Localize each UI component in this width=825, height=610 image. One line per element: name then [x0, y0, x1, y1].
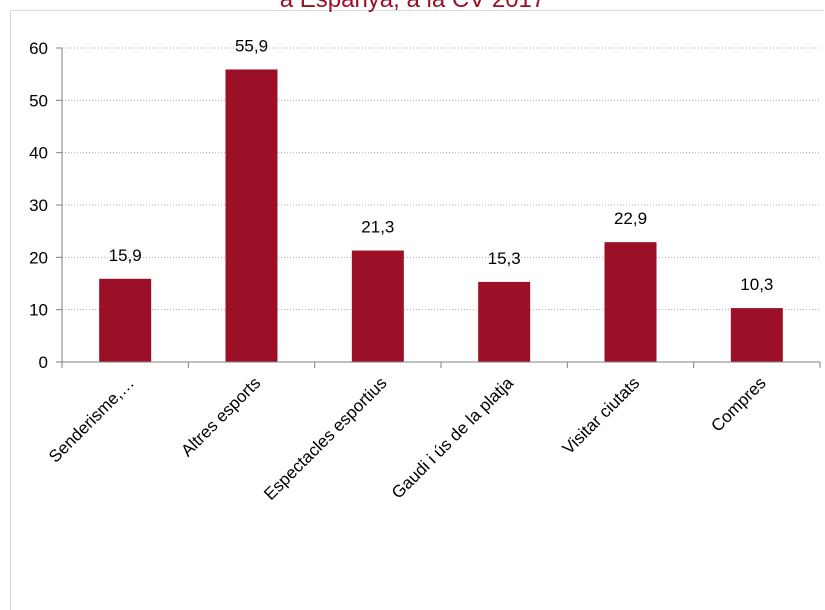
bar — [225, 69, 278, 362]
x-tick-label: Visitar ciutats — [559, 373, 644, 458]
data-label: 55,9 — [235, 36, 268, 55]
bar — [604, 242, 657, 362]
data-label: 22,9 — [614, 209, 647, 228]
chart-title: a Espanya, a la CV 2017 — [0, 0, 825, 14]
y-tick-label: 50 — [29, 91, 48, 110]
data-label: 15,9 — [109, 246, 142, 265]
x-tick-label: Gaudi i ús de la platja — [388, 373, 517, 502]
data-label: 15,3 — [488, 249, 521, 268]
x-tick-label: Espectacles esportius — [260, 373, 390, 503]
y-tick-label: 60 — [29, 39, 48, 58]
data-label: 10,3 — [740, 275, 773, 294]
bar — [99, 278, 152, 362]
y-tick-label: 30 — [29, 196, 48, 215]
bar — [478, 281, 531, 362]
y-tick-label: 40 — [29, 144, 48, 163]
x-tick-label: Compres — [707, 373, 769, 435]
y-tick-label: 0 — [39, 353, 48, 372]
x-tick-label: Altres esports — [177, 373, 264, 460]
data-label: 21,3 — [361, 218, 394, 237]
bar — [730, 308, 783, 362]
bar — [351, 250, 404, 362]
y-tick-label: 10 — [29, 301, 48, 320]
x-tick-label: Senderisme,… — [45, 373, 138, 466]
y-tick-label: 20 — [29, 248, 48, 267]
